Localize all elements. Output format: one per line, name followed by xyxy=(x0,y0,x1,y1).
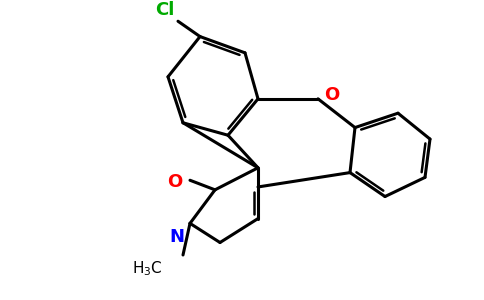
Text: N: N xyxy=(169,228,184,246)
Text: O: O xyxy=(324,86,339,104)
Text: O: O xyxy=(167,173,182,191)
Text: H$_3$C: H$_3$C xyxy=(132,260,163,278)
Text: Cl: Cl xyxy=(156,1,175,19)
